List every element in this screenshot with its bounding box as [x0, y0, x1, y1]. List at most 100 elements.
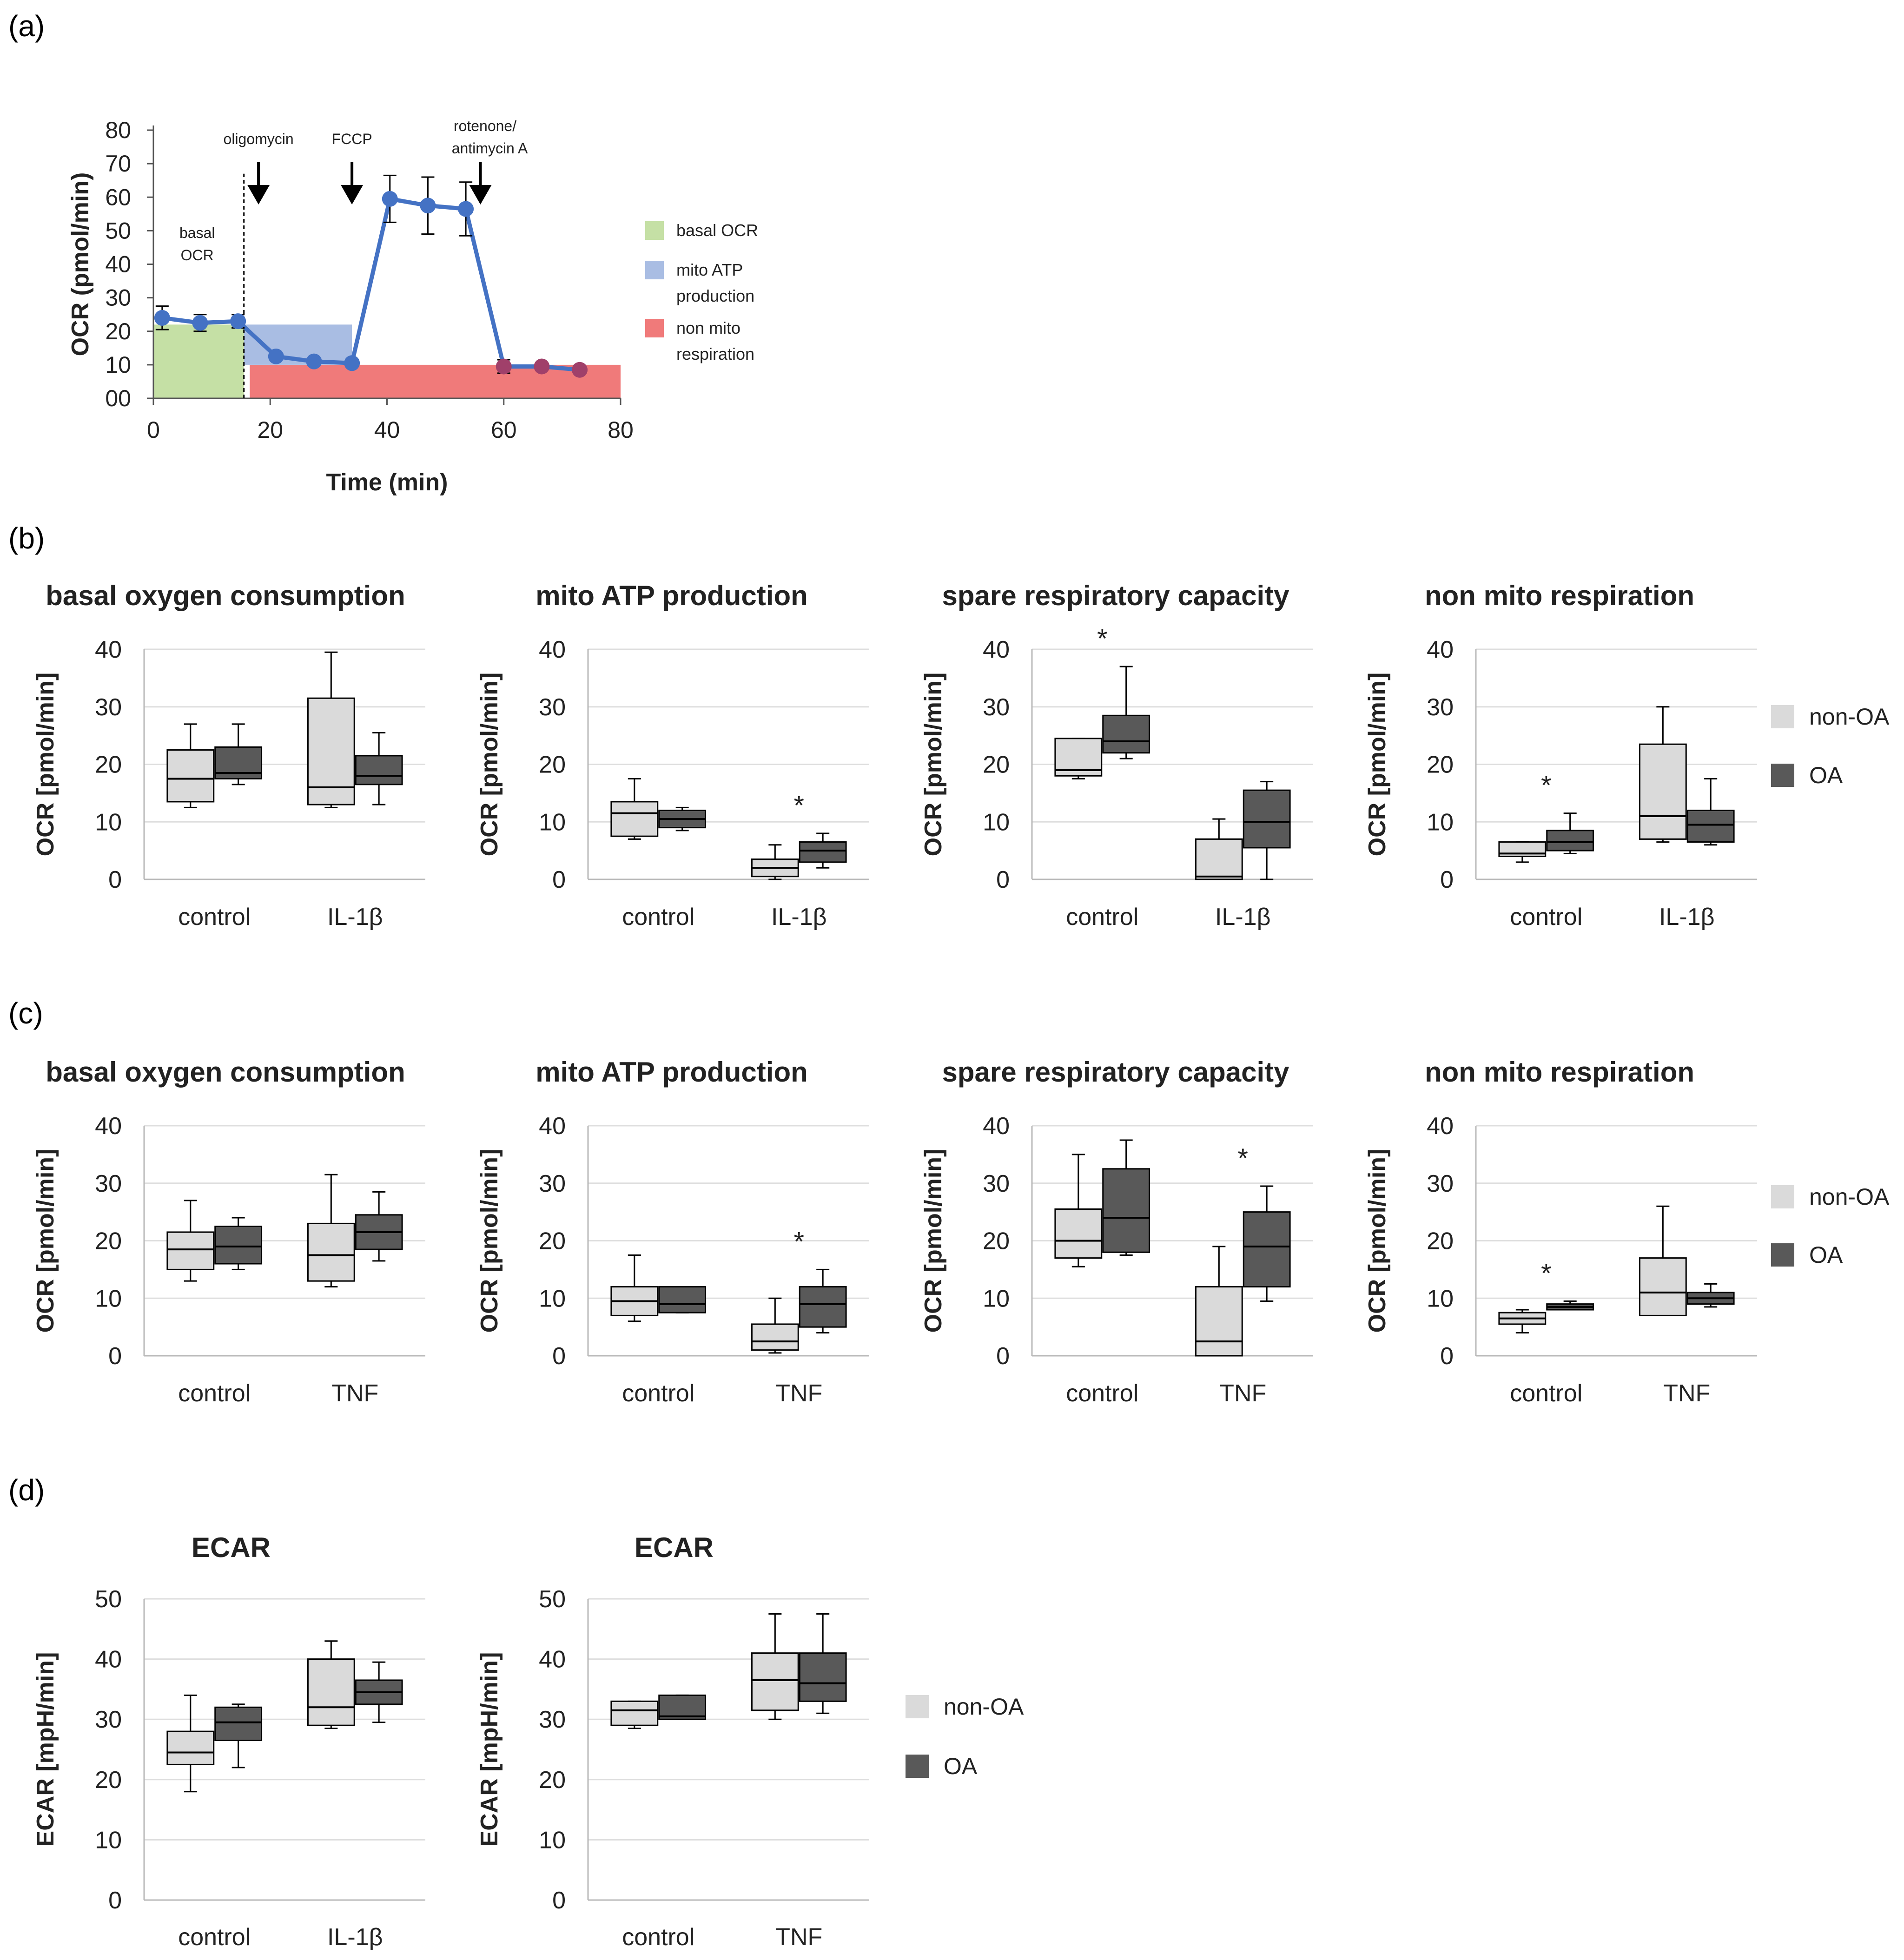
category-label: TNF — [775, 1380, 822, 1407]
category-label: control — [1066, 1380, 1138, 1407]
y-tick-label: 10 — [105, 352, 131, 378]
y-tick-label: 0 — [996, 866, 1010, 893]
legend-label: basal OCR — [676, 221, 758, 240]
category-label: TNF — [1219, 1380, 1266, 1407]
data-point — [192, 315, 208, 331]
y-tick-label: 40 — [1427, 1113, 1454, 1140]
y-tick-label: 80 — [105, 117, 131, 143]
y-tick-label: 20 — [1427, 752, 1454, 779]
data-point — [306, 353, 322, 370]
y-tick-label: 40 — [983, 636, 1010, 663]
y-tick-label: 40 — [105, 251, 131, 277]
data-point — [496, 358, 512, 375]
category-label: control — [1066, 904, 1138, 931]
box-non-oa — [610, 801, 659, 837]
category-label: control — [622, 904, 694, 931]
y-tick-label: 50 — [539, 1586, 566, 1613]
y-tick-label: 30 — [983, 694, 1010, 721]
box-oa — [355, 755, 403, 785]
data-point — [458, 201, 474, 217]
data-point — [382, 191, 398, 207]
box-non-oa — [1639, 1257, 1687, 1316]
y-tick-label: 20 — [95, 1767, 122, 1794]
y-tick-label: 30 — [95, 694, 122, 721]
panel-d2-chart: ECAR 0 10 20 30 40 50 ECAR [mpH/min] control TNF — [476, 1532, 869, 1951]
legend-swatch — [645, 261, 664, 279]
y-tick-label: 40 — [95, 636, 122, 663]
panel-label-a: (a) — [8, 9, 45, 43]
y-tick-label: 50 — [105, 218, 131, 244]
y-tick-label: 0 — [552, 1887, 566, 1914]
chart-title: non mito respiration — [1425, 580, 1694, 611]
legend-label: production — [676, 286, 754, 305]
box-non-oa — [1639, 743, 1687, 840]
chart-title: basal oxygen consumption — [46, 1056, 405, 1088]
legend-d: non-OA OA — [906, 1694, 1024, 1779]
injection-arrow-head — [469, 185, 492, 205]
legend-c: non-OA OA — [1771, 1184, 1890, 1268]
legend-label: respiration — [676, 344, 754, 363]
x-tick-label: 20 — [257, 417, 283, 443]
y-tick-label: 30 — [95, 1170, 122, 1197]
x-tick-label: 80 — [608, 417, 634, 443]
chart-title: ECAR — [635, 1532, 714, 1563]
y-tick-label: 20 — [983, 752, 1010, 779]
box-non-oa — [307, 1658, 355, 1726]
y-tick-label: 20 — [539, 752, 566, 779]
region-basal-ocr — [153, 324, 244, 398]
y-tick-label: 10 — [539, 1285, 566, 1312]
y-tick-label: 40 — [95, 1646, 122, 1673]
panel-b4-chart: non mito respiration 0 10 20 30 40 OCR [pmol/m… — [1364, 580, 1757, 931]
category-label: control — [622, 1380, 694, 1407]
y-tick-label: 10 — [983, 809, 1010, 836]
box-oa — [658, 1286, 707, 1313]
y-axis-title: OCR [pmol/min] — [1364, 1149, 1391, 1333]
box-oa — [799, 1286, 847, 1328]
category-label: IL-1β — [327, 904, 383, 931]
panel-label-d: (d) — [8, 1473, 45, 1507]
box-oa — [1243, 1211, 1291, 1287]
box-oa — [214, 746, 263, 779]
x-tick-label: 60 — [491, 417, 517, 443]
panel-b2-chart: mito ATP production 0 10 20 30 40 OCR [pmol/mi… — [476, 580, 869, 931]
panel-c3-chart: spare respiratory capacity 0 10 20 30 40 OCR [… — [920, 1056, 1313, 1407]
legend-swatch-non-oa — [1771, 1185, 1794, 1208]
x-tick-label: 40 — [374, 417, 400, 443]
box-non-oa — [1054, 1208, 1103, 1259]
box-non-oa — [1195, 1286, 1243, 1357]
legend-swatch-oa — [906, 1755, 929, 1778]
box-oa — [1102, 1168, 1150, 1253]
legend-swatch-non-oa — [906, 1695, 929, 1718]
y-tick-label: 70 — [105, 151, 131, 177]
category-label: IL-1β — [1659, 904, 1715, 931]
y-tick-label: 10 — [95, 809, 122, 836]
legend-label-oa: OA — [944, 1753, 978, 1779]
y-tick-label: 20 — [539, 1228, 566, 1255]
box-non-oa — [610, 1700, 659, 1726]
legend-label-oa: OA — [1809, 762, 1843, 788]
legend-swatch — [645, 221, 664, 240]
y-axis-title: OCR [pmol/min] — [32, 673, 59, 857]
y-tick-label: 0 — [108, 866, 122, 893]
y-tick-label: 0 — [1440, 866, 1454, 893]
y-tick-label: 40 — [539, 1113, 566, 1140]
y-tick-label: 0 — [1440, 1343, 1454, 1370]
y-tick-label: 40 — [539, 1646, 566, 1673]
y-tick-label: 10 — [539, 1827, 566, 1854]
y-axis-title: ECAR [mpH/min] — [32, 1652, 59, 1847]
y-tick-label: 20 — [1427, 1228, 1454, 1255]
category-label: IL-1β — [1215, 904, 1271, 931]
box-oa — [1686, 810, 1735, 843]
significance-star: * — [1541, 1258, 1552, 1288]
box-non-oa — [751, 1652, 799, 1711]
y-tick-label: 10 — [95, 1827, 122, 1854]
box-oa — [1243, 789, 1291, 849]
significance-star: * — [793, 1227, 804, 1257]
category-label: control — [1510, 904, 1582, 931]
legend-swatch-oa — [1771, 764, 1794, 787]
legend-label-non-oa: non-OA — [1809, 704, 1890, 730]
box-non-oa — [307, 697, 355, 805]
y-axis-title: OCR [pmol/min] — [32, 1149, 59, 1333]
panel-a-chart: 00 10 20 30 40 50 60 70 80 0 20 40 60 80 Time (min) OCR… — [67, 117, 758, 496]
